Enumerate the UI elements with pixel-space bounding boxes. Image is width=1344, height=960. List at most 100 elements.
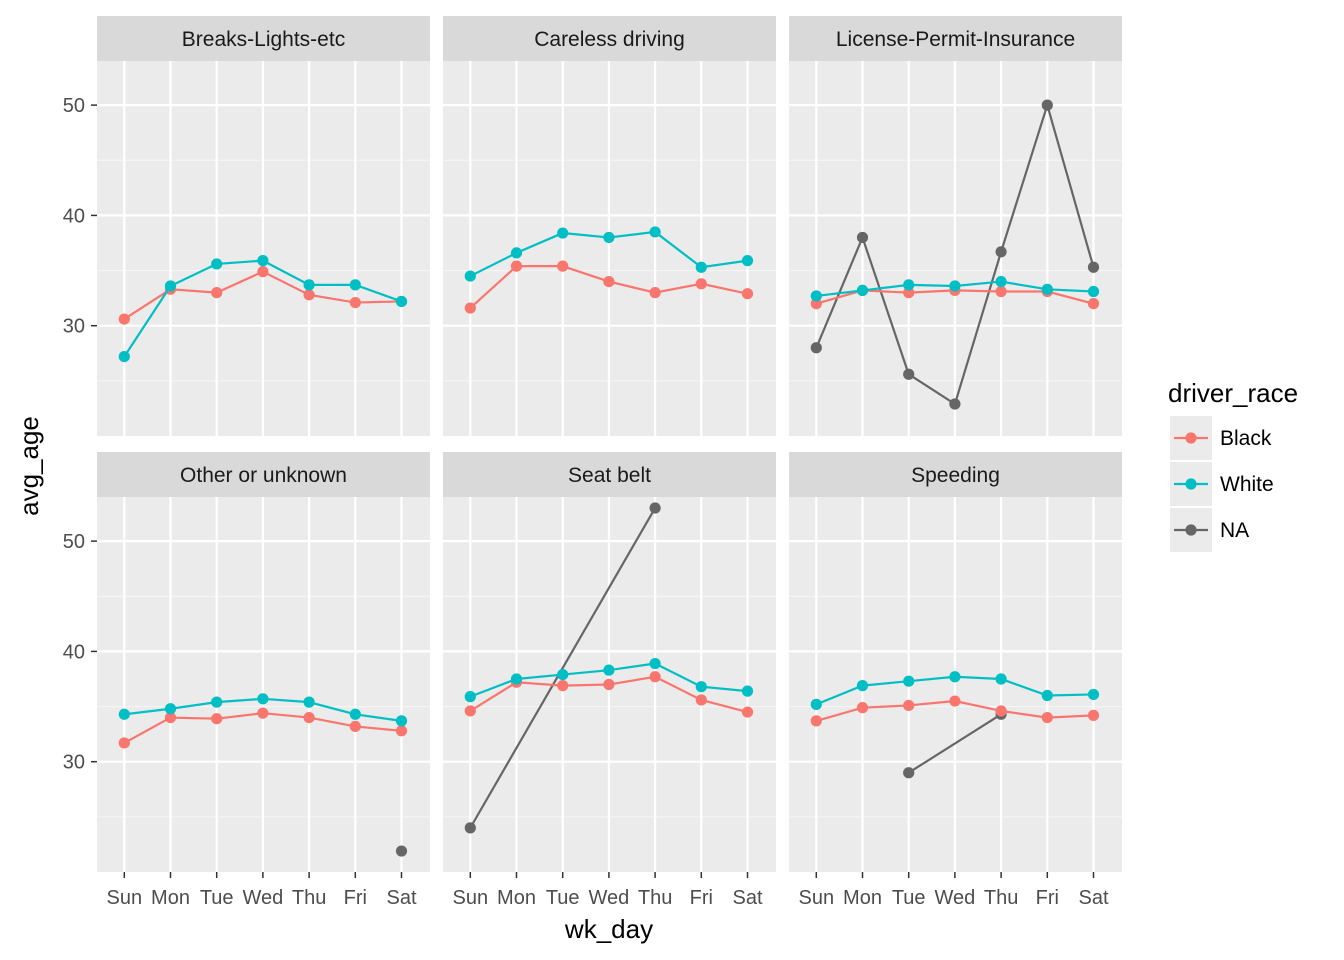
y-tick-label: 50 bbox=[63, 95, 85, 117]
data-point-black bbox=[903, 699, 915, 712]
data-point-white bbox=[695, 261, 707, 273]
data-point-white bbox=[557, 668, 569, 681]
data-point-na bbox=[810, 342, 822, 354]
data-point-white bbox=[649, 226, 661, 238]
data-point-white bbox=[741, 685, 754, 697]
panel-speeding: Speeding Sun Mon Tue Wed Thu Fri Sat bbox=[789, 452, 1122, 909]
x-tick-label: Wed bbox=[243, 887, 284, 909]
data-point-na bbox=[949, 398, 961, 410]
data-point-black bbox=[349, 296, 361, 309]
data-point-white bbox=[903, 675, 915, 687]
data-point-black bbox=[810, 715, 822, 727]
data-point-black bbox=[649, 287, 661, 299]
legend-key-point bbox=[1185, 524, 1197, 536]
legend-label: Black bbox=[1220, 427, 1272, 450]
data-point-black bbox=[856, 702, 869, 714]
data-point-black bbox=[164, 711, 177, 724]
facet-strip-label: Other or unknown bbox=[180, 464, 347, 487]
x-tick-label: Tue bbox=[892, 887, 926, 909]
data-point-white bbox=[211, 696, 223, 708]
x-tick-label: Thu bbox=[984, 887, 1018, 909]
legend-key-point bbox=[1185, 432, 1197, 444]
data-point-na bbox=[903, 368, 915, 380]
series-white bbox=[464, 226, 754, 282]
data-point-white bbox=[603, 231, 615, 244]
legend: driver_race Black White NA bbox=[1168, 378, 1298, 552]
facet-strip bbox=[443, 452, 776, 497]
data-point-white bbox=[1041, 689, 1053, 702]
data-point-na bbox=[649, 502, 661, 514]
facet-strip bbox=[97, 452, 430, 497]
x-tick-label: Sat bbox=[386, 887, 416, 909]
series-na bbox=[810, 99, 1100, 410]
facet-strip-label: Careless driving bbox=[534, 28, 685, 51]
x-tick-label: Mon bbox=[843, 887, 882, 909]
data-point-black bbox=[695, 694, 707, 706]
series-line-na bbox=[469, 507, 657, 829]
data-point-black bbox=[810, 298, 822, 310]
series-white bbox=[810, 275, 1100, 302]
data-point-black bbox=[695, 278, 707, 290]
series-na bbox=[395, 845, 408, 857]
data-point-white bbox=[741, 255, 754, 267]
facet-strip bbox=[789, 16, 1122, 61]
data-point-na bbox=[395, 845, 408, 857]
data-point-black bbox=[995, 705, 1007, 717]
data-point-white bbox=[510, 247, 523, 259]
data-point-white bbox=[464, 691, 476, 703]
data-point-black bbox=[1041, 711, 1053, 724]
data-point-na bbox=[856, 231, 869, 244]
series-white bbox=[118, 255, 408, 363]
x-tick-label: Mon bbox=[151, 887, 190, 909]
series-line-na bbox=[908, 713, 1002, 774]
data-point-black bbox=[464, 302, 476, 314]
data-point-white bbox=[257, 255, 269, 267]
x-tick-label: Wed bbox=[589, 887, 630, 909]
data-point-black bbox=[510, 260, 523, 272]
series-white bbox=[810, 671, 1100, 710]
series-black bbox=[464, 260, 754, 314]
x-tick-label: Thu bbox=[638, 887, 672, 909]
data-point-white bbox=[395, 295, 408, 308]
data-point-black bbox=[464, 705, 476, 717]
y-tick-label: 30 bbox=[63, 316, 85, 338]
data-point-black bbox=[741, 288, 754, 300]
data-point-black bbox=[1087, 709, 1100, 721]
data-point-black bbox=[949, 695, 961, 707]
legend-key-point bbox=[1185, 478, 1197, 490]
data-point-white bbox=[1041, 283, 1053, 295]
data-point-white bbox=[510, 673, 523, 685]
data-point-na bbox=[464, 822, 476, 834]
data-point-white bbox=[949, 280, 961, 292]
data-point-white bbox=[903, 279, 915, 291]
facet-strip bbox=[443, 16, 776, 61]
data-point-white bbox=[949, 671, 961, 683]
data-point-white bbox=[118, 708, 130, 720]
data-point-black bbox=[211, 287, 223, 299]
y-tick-label: 40 bbox=[63, 205, 85, 227]
data-point-black bbox=[557, 260, 569, 272]
data-point-black bbox=[649, 671, 661, 683]
facet-strip-label: License-Permit-Insurance bbox=[836, 28, 1075, 51]
x-axis-title: wk_day bbox=[564, 914, 653, 944]
data-point-white bbox=[211, 258, 223, 270]
x-tick-label: Fri bbox=[690, 887, 713, 909]
legend-label: NA bbox=[1220, 519, 1249, 542]
data-point-white bbox=[164, 280, 177, 292]
data-point-na bbox=[1087, 261, 1100, 273]
data-point-na bbox=[1041, 99, 1053, 111]
data-point-na bbox=[995, 246, 1007, 258]
data-point-white bbox=[810, 698, 822, 710]
y-tick-label: 40 bbox=[63, 641, 85, 663]
data-point-white bbox=[649, 657, 661, 670]
x-tick-label: Sun bbox=[107, 887, 143, 909]
data-point-black bbox=[211, 713, 223, 725]
legend-title: driver_race bbox=[1168, 378, 1298, 408]
data-point-white bbox=[695, 681, 707, 693]
x-tick-label: Sat bbox=[1078, 887, 1108, 909]
data-point-white bbox=[995, 275, 1007, 288]
data-point-white bbox=[303, 279, 315, 291]
data-point-white bbox=[1087, 688, 1100, 701]
facet-strip-label: Breaks-Lights-etc bbox=[182, 28, 345, 51]
data-point-white bbox=[1087, 285, 1100, 298]
